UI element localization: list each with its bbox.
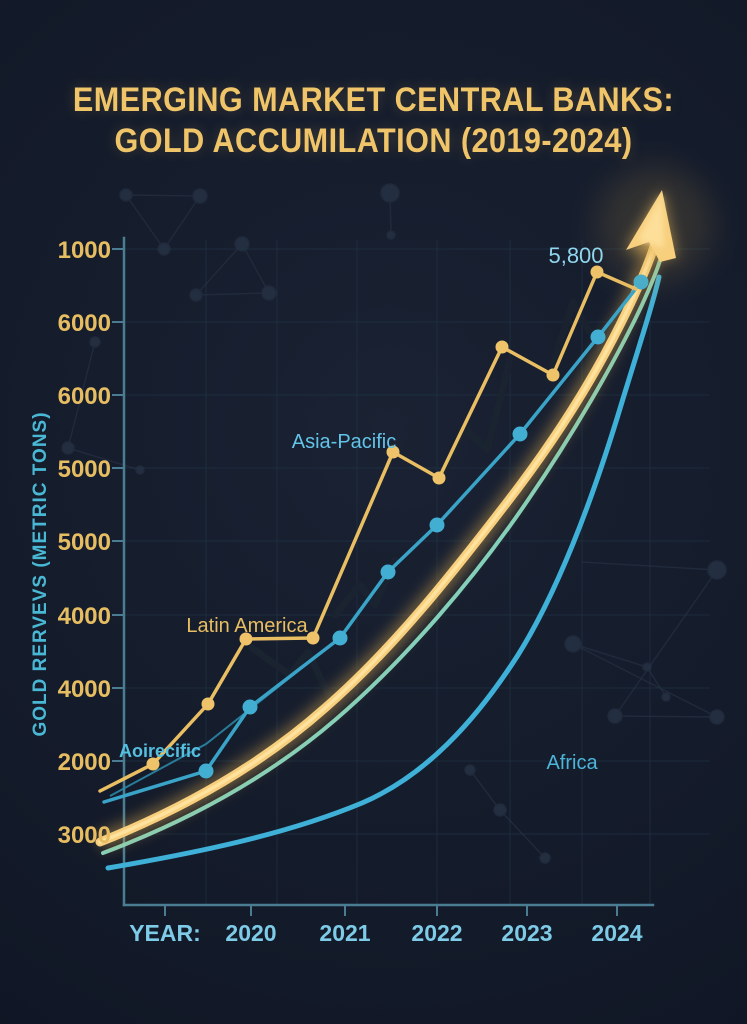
chart-title-line2: GOLD ACCUMILATION (2019-2024) (114, 122, 633, 160)
y-axis-labels: 1000 6000 6000 5000 5000 4000 4000 2000 … (58, 237, 111, 849)
asia-pacific-line (98, 265, 638, 793)
series-label-asia-pacific: Asia-Pacific (292, 431, 396, 453)
trend-arrowhead (597, 167, 713, 283)
latin-america-line (102, 274, 649, 804)
y-tick-label: 4000 (58, 676, 111, 703)
chart-title: EMERGING MARKET CENTRAL BANKS: GOLD ACCU… (37, 80, 709, 162)
series-label-garbled: Aoirecific (119, 741, 201, 761)
x-tick-label-2021: 2021 (319, 920, 370, 946)
africa-line (105, 274, 662, 871)
y-tick-label: 6000 (58, 310, 111, 337)
x-tick-label-year: YEAR: (129, 920, 201, 946)
y-tick-label: 2000 (58, 749, 111, 776)
y-tick-label: 5000 (58, 456, 111, 483)
glowing-trend-line (95, 232, 666, 851)
y-tick-label: 6000 (58, 383, 111, 410)
series-label-latin-america: Latin America (186, 615, 308, 637)
latin-america-markers (198, 274, 649, 779)
shadow-zigzags (248, 298, 594, 706)
y-tick-label: 1000 (58, 237, 111, 264)
x-tick-label-2023: 2023 (501, 920, 552, 946)
background-constellation (61, 183, 727, 864)
series-label-africa: Africa (546, 752, 598, 774)
x-tick-label-2024: 2024 (591, 920, 642, 946)
y-tick-label: 4000 (58, 603, 111, 630)
y-tick-label: 5000 (58, 529, 111, 556)
x-tick-label-2022: 2022 (411, 920, 462, 946)
axes (122, 236, 655, 907)
x-tick-label-2020: 2020 (225, 920, 276, 946)
y-tick-label: 3000 (58, 822, 111, 849)
mint-line (101, 255, 663, 855)
x-axis-labels: YEAR: 2020 2021 2022 2023 2024 (129, 920, 643, 946)
peak-value-annotation: 5,800 (548, 243, 603, 268)
y-axis-title: GOLD RERVEVS (METRIC TONS) (30, 411, 51, 736)
chart-title-line1: EMERGING MARKET CENTRAL BANKS: (72, 81, 675, 119)
asia-pacific-markers (146, 265, 604, 771)
